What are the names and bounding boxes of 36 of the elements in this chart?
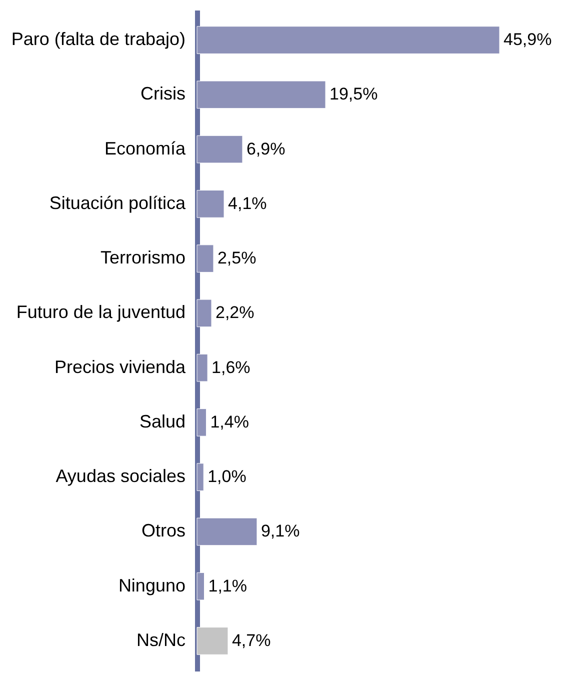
y-tick-label: Futuro de la juventud [16,302,186,322]
y-tick-label: Salud [139,411,186,432]
data-label: 45,9% [504,30,552,50]
bar [196,244,214,272]
bar [196,408,206,436]
bar [196,80,326,109]
data-label: 6,9% [246,139,286,158]
bar [196,135,243,164]
data-label: 2,5% [217,248,256,268]
data-label: 1,4% [210,412,249,432]
y-tick-label: Ninguno [118,575,186,596]
data-label: 1,6% [212,358,250,377]
data-label: 1,1% [208,576,247,596]
y-tick-label: Otros [141,520,186,541]
data-label: 9,1% [260,522,300,541]
data-label: 4,7% [232,630,271,650]
bar [196,518,258,546]
bar [196,354,208,382]
y-tick-label: Terrorismo [100,248,186,268]
data-label: 19,5% [330,84,378,104]
y-tick-label: Crisis [140,84,186,104]
bar [196,190,224,218]
y-tick-label: Precios vivienda [54,356,186,377]
bar [196,26,500,54]
y-tick-label: Situación política [49,192,186,213]
y-tick-label: Paro (falta de trabajo) [11,29,186,50]
data-label: 2,2% [216,303,254,322]
bar [196,299,212,328]
data-label: 1,0% [208,467,246,486]
y-tick-label: Economía [104,138,186,158]
y-tick-label: Ns/Nc [136,630,186,650]
y-tick-label: Ayudas sociales [56,466,186,486]
bar [196,463,204,491]
data-label: 4,1% [228,194,267,213]
bar [196,572,204,600]
bar [196,627,228,655]
